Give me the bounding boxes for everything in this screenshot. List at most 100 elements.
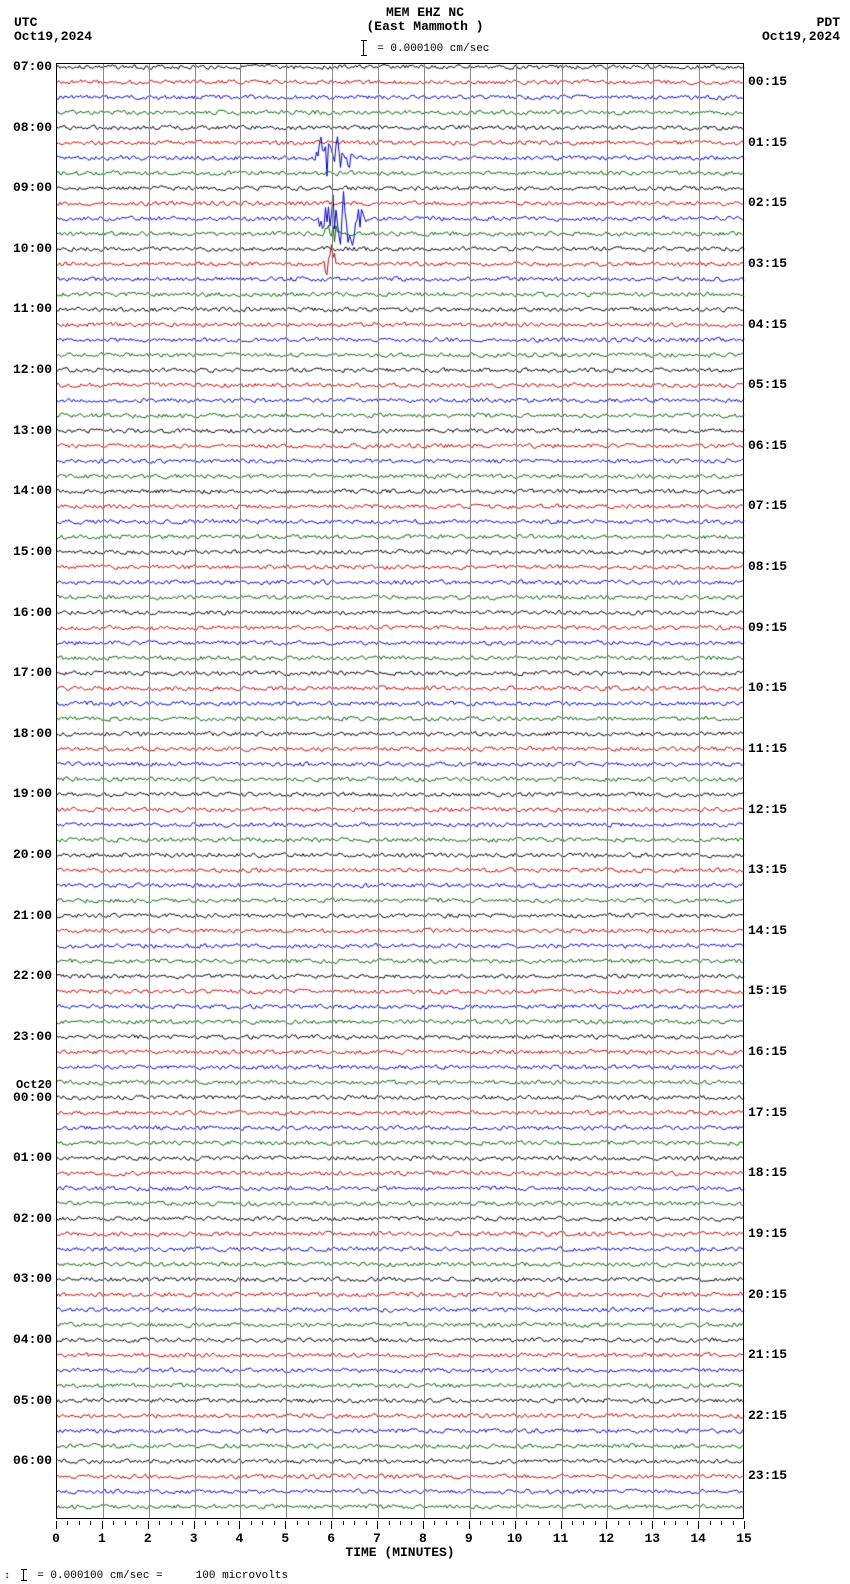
x-tick-minor bbox=[251, 1521, 252, 1525]
x-tick-minor bbox=[171, 1521, 172, 1525]
x-tick-minor bbox=[434, 1521, 435, 1525]
x-tick-minor bbox=[343, 1521, 344, 1525]
x-tick-minor bbox=[549, 1521, 550, 1525]
time-label-right: 21:15 bbox=[748, 1347, 787, 1362]
time-label-right: 00:15 bbox=[748, 74, 787, 89]
x-tick-label: 0 bbox=[52, 1531, 60, 1546]
x-tick-minor bbox=[641, 1521, 642, 1525]
x-tick-minor bbox=[710, 1521, 711, 1525]
x-tick-major bbox=[102, 1521, 103, 1529]
grid-vertical bbox=[378, 64, 379, 1518]
x-tick-minor bbox=[664, 1521, 665, 1525]
trace-canvas bbox=[57, 64, 745, 1520]
time-label-right: 19:15 bbox=[748, 1226, 787, 1241]
time-label-left: 15:00 bbox=[0, 544, 52, 559]
x-tick-minor bbox=[538, 1521, 539, 1525]
time-label-right: 18:15 bbox=[748, 1165, 787, 1180]
x-tick-label: 10 bbox=[507, 1531, 523, 1546]
time-label-left: 00:00 bbox=[0, 1090, 52, 1105]
x-tick-minor bbox=[629, 1521, 630, 1525]
grid-vertical bbox=[195, 64, 196, 1518]
x-tick-label: 14 bbox=[690, 1531, 706, 1546]
time-label-left: 05:00 bbox=[0, 1393, 52, 1408]
grid-vertical bbox=[286, 64, 287, 1518]
x-tick-minor bbox=[572, 1521, 573, 1525]
x-tick-major bbox=[239, 1521, 240, 1529]
scale-bar-icon bbox=[361, 40, 367, 56]
x-tick-minor bbox=[354, 1521, 355, 1525]
x-tick-label: 5 bbox=[281, 1531, 289, 1546]
x-tick-major bbox=[515, 1521, 516, 1529]
x-tick-minor bbox=[446, 1521, 447, 1525]
x-tick-minor bbox=[733, 1521, 734, 1525]
time-label-left: 14:00 bbox=[0, 483, 52, 498]
x-tick-label: 3 bbox=[190, 1531, 198, 1546]
scale-text: = 0.000100 cm/sec bbox=[377, 43, 489, 55]
time-label-right: 16:15 bbox=[748, 1044, 787, 1059]
x-tick-minor bbox=[389, 1521, 390, 1525]
time-label-right: 23:15 bbox=[748, 1468, 787, 1483]
x-tick-label: 1 bbox=[98, 1531, 106, 1546]
grid-vertical bbox=[240, 64, 241, 1518]
x-tick-label: 4 bbox=[236, 1531, 244, 1546]
time-label-right: 08:15 bbox=[748, 559, 787, 574]
time-label-right: 09:15 bbox=[748, 620, 787, 635]
x-tick-major bbox=[606, 1521, 607, 1529]
time-label-right: 17:15 bbox=[748, 1105, 787, 1120]
time-label-right: 10:15 bbox=[748, 680, 787, 695]
grid-vertical bbox=[562, 64, 563, 1518]
time-label-right: 04:15 bbox=[748, 317, 787, 332]
x-tick-label: 11 bbox=[553, 1531, 569, 1546]
time-label-left: 19:00 bbox=[0, 786, 52, 801]
time-label-right: 12:15 bbox=[748, 802, 787, 817]
scale-indicator: = 0.000100 cm/sec bbox=[0, 40, 850, 56]
x-tick-label: 6 bbox=[327, 1531, 335, 1546]
x-tick-minor bbox=[136, 1521, 137, 1525]
x-tick-minor bbox=[583, 1521, 584, 1525]
x-tick-major bbox=[469, 1521, 470, 1529]
header: UTC Oct19,2024 MEM EHZ NC (East Mammoth … bbox=[0, 4, 850, 64]
x-axis-title: TIME (MINUTES) bbox=[56, 1545, 744, 1560]
x-tick-minor bbox=[526, 1521, 527, 1525]
time-label-right: 05:15 bbox=[748, 377, 787, 392]
footer-microvolts-text: 100 microvolts bbox=[196, 1570, 288, 1582]
x-tick-minor bbox=[308, 1521, 309, 1525]
x-tick-major bbox=[698, 1521, 699, 1529]
time-label-right: 07:15 bbox=[748, 498, 787, 513]
x-tick-minor bbox=[400, 1521, 401, 1525]
x-tick-minor bbox=[90, 1521, 91, 1525]
x-tick-minor bbox=[492, 1521, 493, 1525]
x-tick-minor bbox=[411, 1521, 412, 1525]
station-label: MEM EHZ NC bbox=[0, 6, 850, 20]
grid-vertical bbox=[103, 64, 104, 1518]
x-tick-minor bbox=[366, 1521, 367, 1525]
time-label-left: 08:00 bbox=[0, 120, 52, 135]
x-tick-minor bbox=[274, 1521, 275, 1525]
time-label-left: 20:00 bbox=[0, 847, 52, 862]
header-center: MEM EHZ NC (East Mammoth ) bbox=[0, 6, 850, 34]
time-label-right: 11:15 bbox=[748, 741, 787, 756]
x-tick-minor bbox=[205, 1521, 206, 1525]
x-tick-minor bbox=[113, 1521, 114, 1525]
x-tick-major bbox=[285, 1521, 286, 1529]
x-tick-minor bbox=[721, 1521, 722, 1525]
grid-vertical bbox=[424, 64, 425, 1518]
time-label-left: 02:00 bbox=[0, 1211, 52, 1226]
time-label-left: 12:00 bbox=[0, 362, 52, 377]
grid-vertical bbox=[149, 64, 150, 1518]
time-label-left: 22:00 bbox=[0, 968, 52, 983]
x-tick-minor bbox=[675, 1521, 676, 1525]
x-tick-minor bbox=[320, 1521, 321, 1525]
x-tick-minor bbox=[262, 1521, 263, 1525]
time-label-right: 15:15 bbox=[748, 983, 787, 998]
time-label-left: 13:00 bbox=[0, 423, 52, 438]
time-label-left: 16:00 bbox=[0, 605, 52, 620]
time-label-left: 01:00 bbox=[0, 1150, 52, 1165]
x-tick-minor bbox=[618, 1521, 619, 1525]
x-tick-minor bbox=[687, 1521, 688, 1525]
time-label-left: 06:00 bbox=[0, 1453, 52, 1468]
tz-right-label: PDT bbox=[762, 16, 840, 30]
time-label-left: 23:00 bbox=[0, 1029, 52, 1044]
x-tick-major bbox=[652, 1521, 653, 1529]
x-tick-minor bbox=[457, 1521, 458, 1525]
